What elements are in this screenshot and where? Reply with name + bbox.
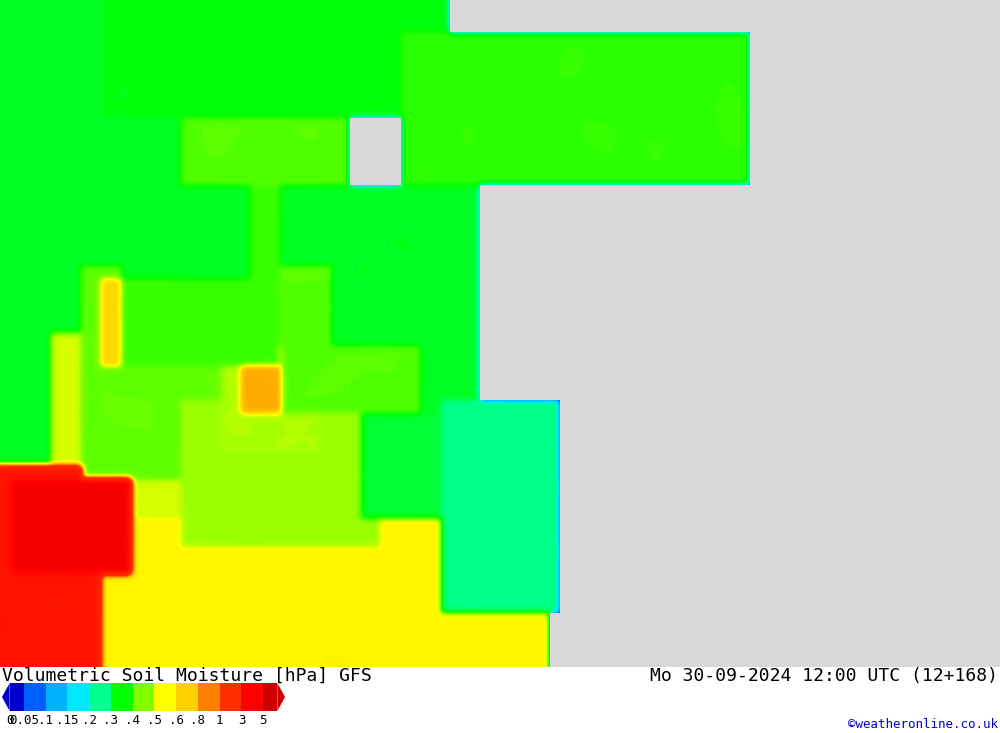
- Text: .1: .1: [38, 714, 53, 727]
- FancyBboxPatch shape: [133, 683, 154, 711]
- Text: 1: 1: [216, 714, 223, 727]
- FancyBboxPatch shape: [241, 683, 263, 711]
- FancyBboxPatch shape: [67, 683, 89, 711]
- FancyBboxPatch shape: [46, 683, 67, 711]
- Text: ©weatheronline.co.uk: ©weatheronline.co.uk: [848, 718, 998, 731]
- FancyBboxPatch shape: [198, 683, 220, 711]
- Polygon shape: [277, 683, 285, 711]
- Text: .5: .5: [147, 714, 162, 727]
- Text: .6: .6: [169, 714, 184, 727]
- Polygon shape: [2, 683, 10, 711]
- Text: .2: .2: [82, 714, 97, 727]
- Text: 0.05: 0.05: [9, 714, 39, 727]
- Text: Mo 30-09-2024 12:00 UTC (12+168): Mo 30-09-2024 12:00 UTC (12+168): [650, 667, 998, 685]
- Text: Volumetric Soil Moisture [hPa] GFS: Volumetric Soil Moisture [hPa] GFS: [2, 667, 372, 685]
- FancyBboxPatch shape: [154, 683, 176, 711]
- Text: .3: .3: [103, 714, 118, 727]
- FancyBboxPatch shape: [111, 683, 133, 711]
- FancyBboxPatch shape: [220, 683, 241, 711]
- FancyBboxPatch shape: [89, 683, 111, 711]
- FancyBboxPatch shape: [10, 683, 24, 711]
- Text: 5: 5: [259, 714, 267, 727]
- Text: 3: 3: [238, 714, 245, 727]
- FancyBboxPatch shape: [263, 683, 277, 711]
- Text: 0: 0: [6, 714, 13, 727]
- Text: .15: .15: [56, 714, 79, 727]
- Text: .4: .4: [125, 714, 140, 727]
- FancyBboxPatch shape: [24, 683, 46, 711]
- Text: .8: .8: [190, 714, 205, 727]
- FancyBboxPatch shape: [176, 683, 198, 711]
